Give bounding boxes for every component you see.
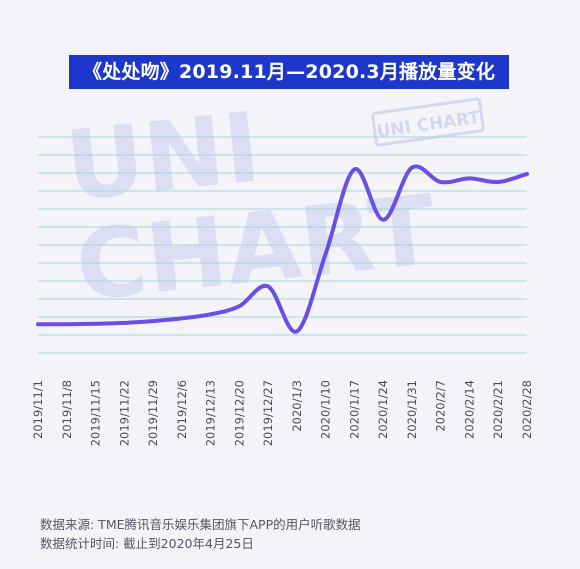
chart-title: 《处处吻》2019.11月—2020.3月播放量变化 [69, 55, 509, 89]
data-point [352, 167, 356, 171]
data-point [467, 176, 471, 180]
data-point [151, 319, 155, 323]
x-tick-label: 2019/11/8 [60, 380, 74, 439]
x-tick-label: 2020/2/21 [491, 380, 505, 439]
x-tick-label: 2020/2/7 [434, 380, 448, 432]
x-tick-label: 2019/12/6 [175, 380, 189, 439]
data-point [266, 284, 270, 288]
data-point [525, 172, 529, 176]
series-layer [36, 164, 529, 334]
data-point [209, 312, 213, 316]
watermark-text-line: UNI [61, 91, 266, 223]
data-date-note: 数据统计时间: 截止到2020年4月25日 [40, 536, 254, 551]
x-axis-ticks: 2019/11/1 2019/11/8 2019/11/15 2019/11/22 20… [31, 380, 534, 446]
gridlines [38, 136, 527, 354]
x-tick-label: 2019/11/29 [146, 380, 160, 446]
x-tick-label: 2019/11/1 [31, 380, 45, 439]
x-tick-label: 2020/1/10 [319, 380, 333, 439]
data-point [36, 322, 40, 326]
x-tick-label: 2020/1/31 [405, 380, 419, 439]
stamp-border [371, 97, 485, 147]
data-point [94, 322, 98, 326]
x-tick-label: 2020/2/14 [462, 380, 476, 439]
data-point [237, 304, 241, 308]
data-point [122, 321, 126, 325]
x-tick-label: 2019/12/13 [204, 380, 218, 446]
stamp-logo: UNI CHART [371, 97, 485, 147]
x-tick-label: 2019/12/20 [232, 380, 246, 446]
series-line [36, 164, 529, 334]
data-point [295, 329, 299, 333]
data-point [180, 316, 184, 320]
x-tick-label: 2020/1/24 [376, 380, 390, 439]
x-tick-label: 2019/11/15 [89, 380, 103, 446]
x-tick-label: 2020/2/28 [520, 380, 534, 439]
data-point [410, 166, 414, 170]
data-point [439, 180, 443, 184]
data-point [65, 322, 69, 326]
x-tick-label: 2020/1/3 [290, 380, 304, 432]
data-point [324, 252, 328, 256]
x-tick-label: 2019/12/27 [261, 380, 275, 446]
data-source-note: 数据来源: TME腾讯音乐娱乐集团旗下APP的用户听歌数据 [40, 517, 361, 532]
x-tick-label: 2019/11/22 [117, 380, 131, 446]
data-point [496, 180, 500, 184]
x-tick-label: 2020/1/17 [347, 380, 361, 439]
data-point [381, 218, 385, 222]
